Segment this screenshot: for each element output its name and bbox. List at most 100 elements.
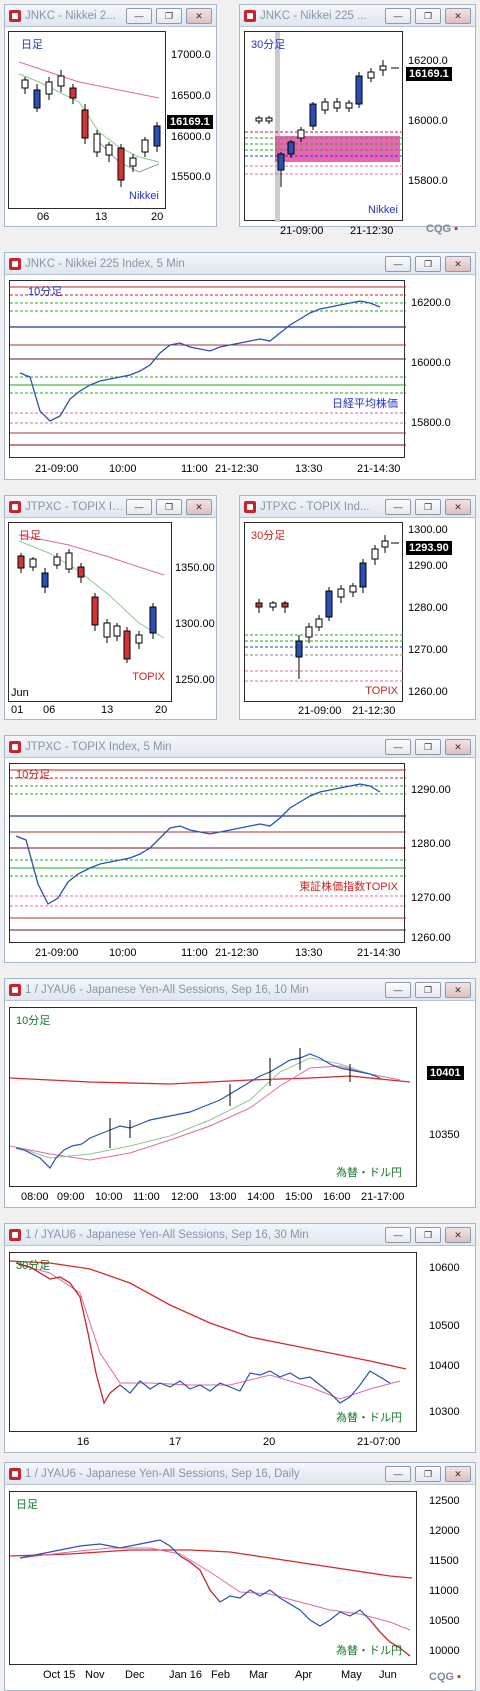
- close-button[interactable]: ✕: [186, 498, 212, 515]
- x-tick: 10:00: [109, 947, 137, 959]
- restore-button[interactable]: ❐: [415, 7, 441, 24]
- minimize-button[interactable]: —: [385, 738, 411, 755]
- y-tick: 12500: [429, 1495, 460, 1507]
- symbol-label: 日経平均株価: [332, 398, 398, 410]
- topix-5min-chart: [10, 769, 406, 931]
- titlebar[interactable]: JNKC - Nikkei 225 Index, 5 Min — ❐ ✕: [5, 253, 475, 275]
- chart-plot-area[interactable]: 30分足 為替・ドル円: [9, 1252, 417, 1432]
- x-tick: 13:30: [295, 947, 323, 959]
- restore-button[interactable]: ❐: [415, 981, 441, 998]
- cqg-app-icon: [244, 500, 256, 513]
- x-tick: May: [341, 1669, 362, 1681]
- titlebar[interactable]: JTPXC - TOPIX In... — ❐ ✕: [5, 496, 216, 518]
- timeframe-tag: 10分足: [16, 769, 51, 781]
- topix-daily-chart: [17, 534, 165, 663]
- titlebar[interactable]: 1 / JYAU6 - Japanese Yen-All Sessions, S…: [5, 1463, 475, 1485]
- x-tick: Jan 16: [169, 1669, 203, 1681]
- y-tick: 12000: [429, 1525, 460, 1537]
- timeframe-tag: 30分足: [251, 530, 286, 542]
- window-topix-daily[interactable]: JTPXC - TOPIX In... — ❐ ✕ 日足 TOPIX: [4, 495, 217, 720]
- window-nikkei-5min[interactable]: JNKC - Nikkei 225 Index, 5 Min — ❐ ✕ 10分足 …: [4, 252, 476, 480]
- last-price-marker: 16169.1: [167, 115, 213, 129]
- chart-plot-area[interactable]: 30分足 Nikkei: [244, 31, 404, 222]
- close-button[interactable]: ✕: [186, 7, 212, 24]
- x-tick: Nov: [85, 1669, 105, 1681]
- minimize-button[interactable]: —: [126, 498, 152, 515]
- y-tick: 16200.0: [408, 55, 448, 67]
- titlebar[interactable]: JTPXC - TOPIX Ind... — ❐ ✕: [240, 496, 475, 518]
- close-button[interactable]: ✕: [445, 1226, 471, 1243]
- x-tick: 13:00: [209, 1191, 237, 1203]
- window-yen-daily[interactable]: 1 / JYAU6 - Japanese Yen-All Sessions, S…: [4, 1462, 476, 1691]
- window-topix-30min[interactable]: JTPXC - TOPIX Ind... — ❐ ✕: [239, 495, 476, 720]
- window-nikkei-daily[interactable]: JNKC - Nikkei 2... — ❐ ✕ 日足 Nik: [4, 4, 217, 227]
- x-tick: Feb: [211, 1669, 230, 1681]
- x-tick: Mar: [249, 1669, 268, 1681]
- x-tick: 21-12:30: [350, 225, 394, 237]
- close-button[interactable]: ✕: [445, 981, 471, 998]
- y-tick: 1270.00: [411, 892, 451, 904]
- close-button[interactable]: ✕: [445, 7, 471, 24]
- y-tick: 1300.00: [408, 524, 448, 536]
- symbol-label: TOPIX: [132, 671, 165, 683]
- x-tick: 09:00: [57, 1191, 85, 1203]
- y-tick: 16500.0: [171, 90, 211, 102]
- minimize-button[interactable]: —: [385, 1226, 411, 1243]
- restore-button[interactable]: ❐: [415, 255, 441, 272]
- minimize-button[interactable]: —: [385, 1465, 411, 1482]
- window-nikkei-30min[interactable]: JNKC - Nikkei 225 ... — ❐ ✕: [239, 4, 476, 237]
- restore-button[interactable]: ❐: [415, 1465, 441, 1482]
- minimize-button[interactable]: —: [385, 255, 411, 272]
- chart-plot-area[interactable]: 10分足 東証株価指数TOPIX: [9, 763, 406, 943]
- chart-plot-area[interactable]: 30分足 TOPIX: [244, 522, 404, 702]
- minimize-button[interactable]: —: [385, 7, 411, 24]
- restore-button[interactable]: ❐: [415, 738, 441, 755]
- x-tick: 15:00: [285, 1191, 313, 1203]
- y-tick: 15800.0: [411, 417, 451, 429]
- window-yen-10min[interactable]: 1 / JYAU6 - Japanese Yen-All Sessions, S…: [4, 978, 476, 1208]
- nikkei-30min-chart: [245, 32, 404, 222]
- y-tick: 16000.0: [408, 115, 448, 127]
- x-tick: 16: [77, 1436, 90, 1448]
- close-button[interactable]: ✕: [445, 255, 471, 272]
- minimize-button[interactable]: —: [385, 981, 411, 998]
- titlebar[interactable]: JNKC - Nikkei 225 ... — ❐ ✕: [240, 5, 475, 27]
- window-topix-5min[interactable]: JTPXC - TOPIX Index, 5 Min — ❐ ✕ 10分足 東証株価…: [4, 735, 476, 963]
- x-tick: Oct 15: [43, 1669, 76, 1681]
- restore-button[interactable]: ❐: [156, 7, 182, 24]
- chart-plot-area[interactable]: 10分足 日経平均株価: [9, 280, 406, 458]
- topix-30min-chart: [245, 535, 404, 682]
- chart-plot-area[interactable]: 10分足 為替・ドル円: [9, 1007, 417, 1187]
- x-tick: 13: [95, 211, 108, 223]
- titlebar[interactable]: 1 / JYAU6 - Japanese Yen-All Sessions, S…: [5, 1224, 475, 1246]
- cqg-app-icon: [9, 9, 21, 22]
- timeframe-tag: 日足: [19, 530, 41, 542]
- minimize-button[interactable]: —: [126, 7, 152, 24]
- y-tick: 16200.0: [411, 297, 451, 309]
- chart-plot-area[interactable]: 日足 Nikkei: [8, 31, 166, 209]
- close-button[interactable]: ✕: [445, 498, 471, 515]
- window-yen-30min[interactable]: 1 / JYAU6 - Japanese Yen-All Sessions, S…: [4, 1223, 476, 1453]
- chart-plot-area[interactable]: 日足 TOPIX Jun: [8, 522, 172, 702]
- symbol-label: Nikkei: [368, 204, 398, 216]
- x-tick: 10:00: [109, 463, 137, 475]
- symbol-label: TOPIX: [365, 685, 398, 697]
- close-button[interactable]: ✕: [445, 1465, 471, 1482]
- titlebar[interactable]: JTPXC - TOPIX Index, 5 Min — ❐ ✕: [5, 736, 475, 758]
- cqg-app-icon: [244, 9, 256, 22]
- x-tick: Dec: [125, 1669, 145, 1681]
- y-tick: 10500: [429, 1320, 460, 1332]
- y-tick: 15500.0: [171, 171, 211, 183]
- minimize-button[interactable]: —: [385, 498, 411, 515]
- cqg-app-icon: [9, 1467, 21, 1480]
- yen-10min-chart: [10, 1048, 411, 1169]
- titlebar[interactable]: JNKC - Nikkei 2... — ❐ ✕: [5, 5, 216, 27]
- restore-button[interactable]: ❐: [156, 498, 182, 515]
- chart-plot-area[interactable]: 日足 為替・ドル円: [9, 1491, 417, 1665]
- restore-button[interactable]: ❐: [415, 498, 441, 515]
- close-button[interactable]: ✕: [445, 738, 471, 755]
- titlebar[interactable]: 1 / JYAU6 - Japanese Yen-All Sessions, S…: [5, 979, 475, 1001]
- window-title: JNKC - Nikkei 225 Index, 5 Min: [25, 257, 185, 270]
- y-tick: 1280.00: [411, 838, 451, 850]
- restore-button[interactable]: ❐: [415, 1226, 441, 1243]
